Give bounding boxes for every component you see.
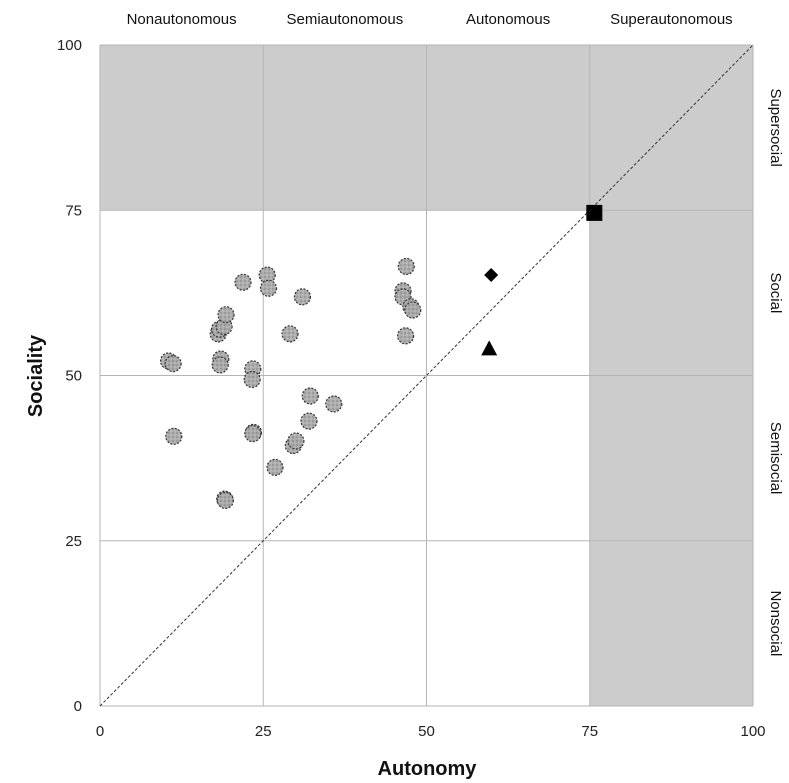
circle-point	[259, 279, 278, 297]
square-point	[586, 204, 603, 221]
y-tick-labels: 0 25 50 75 100	[57, 37, 82, 715]
y-tick-label: 25	[65, 533, 82, 550]
y-tick-label: 0	[74, 698, 82, 715]
row-band-labels: Nonsocial Semisocial Social Supersocial	[767, 88, 784, 656]
circle-point	[287, 432, 305, 450]
circle-point	[234, 273, 252, 291]
circle-point	[215, 317, 233, 336]
column-band-label: Nonautonomous	[127, 11, 237, 28]
data-points	[159, 204, 603, 510]
circle-point	[243, 370, 261, 389]
circle-point	[397, 327, 415, 345]
x-tick-label: 0	[96, 723, 104, 740]
circle-point	[293, 288, 312, 306]
column-band-label: Semiautonomous	[287, 11, 404, 28]
row-band-label: Semisocial	[767, 422, 784, 495]
y-tick-label: 100	[57, 37, 82, 54]
circle-point	[300, 412, 318, 430]
circle-point	[397, 257, 415, 276]
row-band-label: Nonsocial	[767, 590, 784, 656]
row-band-label: Supersocial	[767, 88, 784, 166]
x-tick-labels: 0 25 50 75 100	[96, 723, 766, 740]
triangle-point	[481, 340, 498, 356]
circle-point	[211, 356, 229, 374]
row-band-label: Social	[767, 272, 784, 313]
y-tick-label: 50	[65, 368, 82, 385]
circle-point	[217, 306, 235, 324]
column-band-label: Superautonomous	[610, 11, 733, 28]
column-band-labels: Nonautonomous Semiautonomous Autonomous Sup…	[127, 11, 733, 28]
circle-point	[266, 458, 284, 476]
shaded-region-1	[589, 210, 753, 706]
x-tick-label: 75	[581, 723, 598, 740]
x-tick-label: 50	[418, 723, 435, 740]
circle-point	[244, 425, 262, 443]
circle-point	[281, 325, 299, 343]
circle-point	[301, 387, 319, 405]
diamond-point	[484, 268, 499, 283]
column-band-label: Autonomous	[466, 11, 550, 28]
gridlines	[99, 44, 754, 707]
x-tick-label: 100	[740, 723, 765, 740]
circle-point	[216, 491, 234, 510]
x-axis-title: Autonomy	[378, 758, 478, 780]
x-tick-label: 25	[255, 723, 272, 740]
circle-point	[404, 301, 422, 319]
circle-point	[325, 395, 343, 413]
y-axis-title: Sociality	[25, 334, 47, 417]
y-tick-label: 75	[65, 202, 82, 219]
circle-point	[165, 427, 183, 445]
circle-point	[164, 355, 182, 373]
